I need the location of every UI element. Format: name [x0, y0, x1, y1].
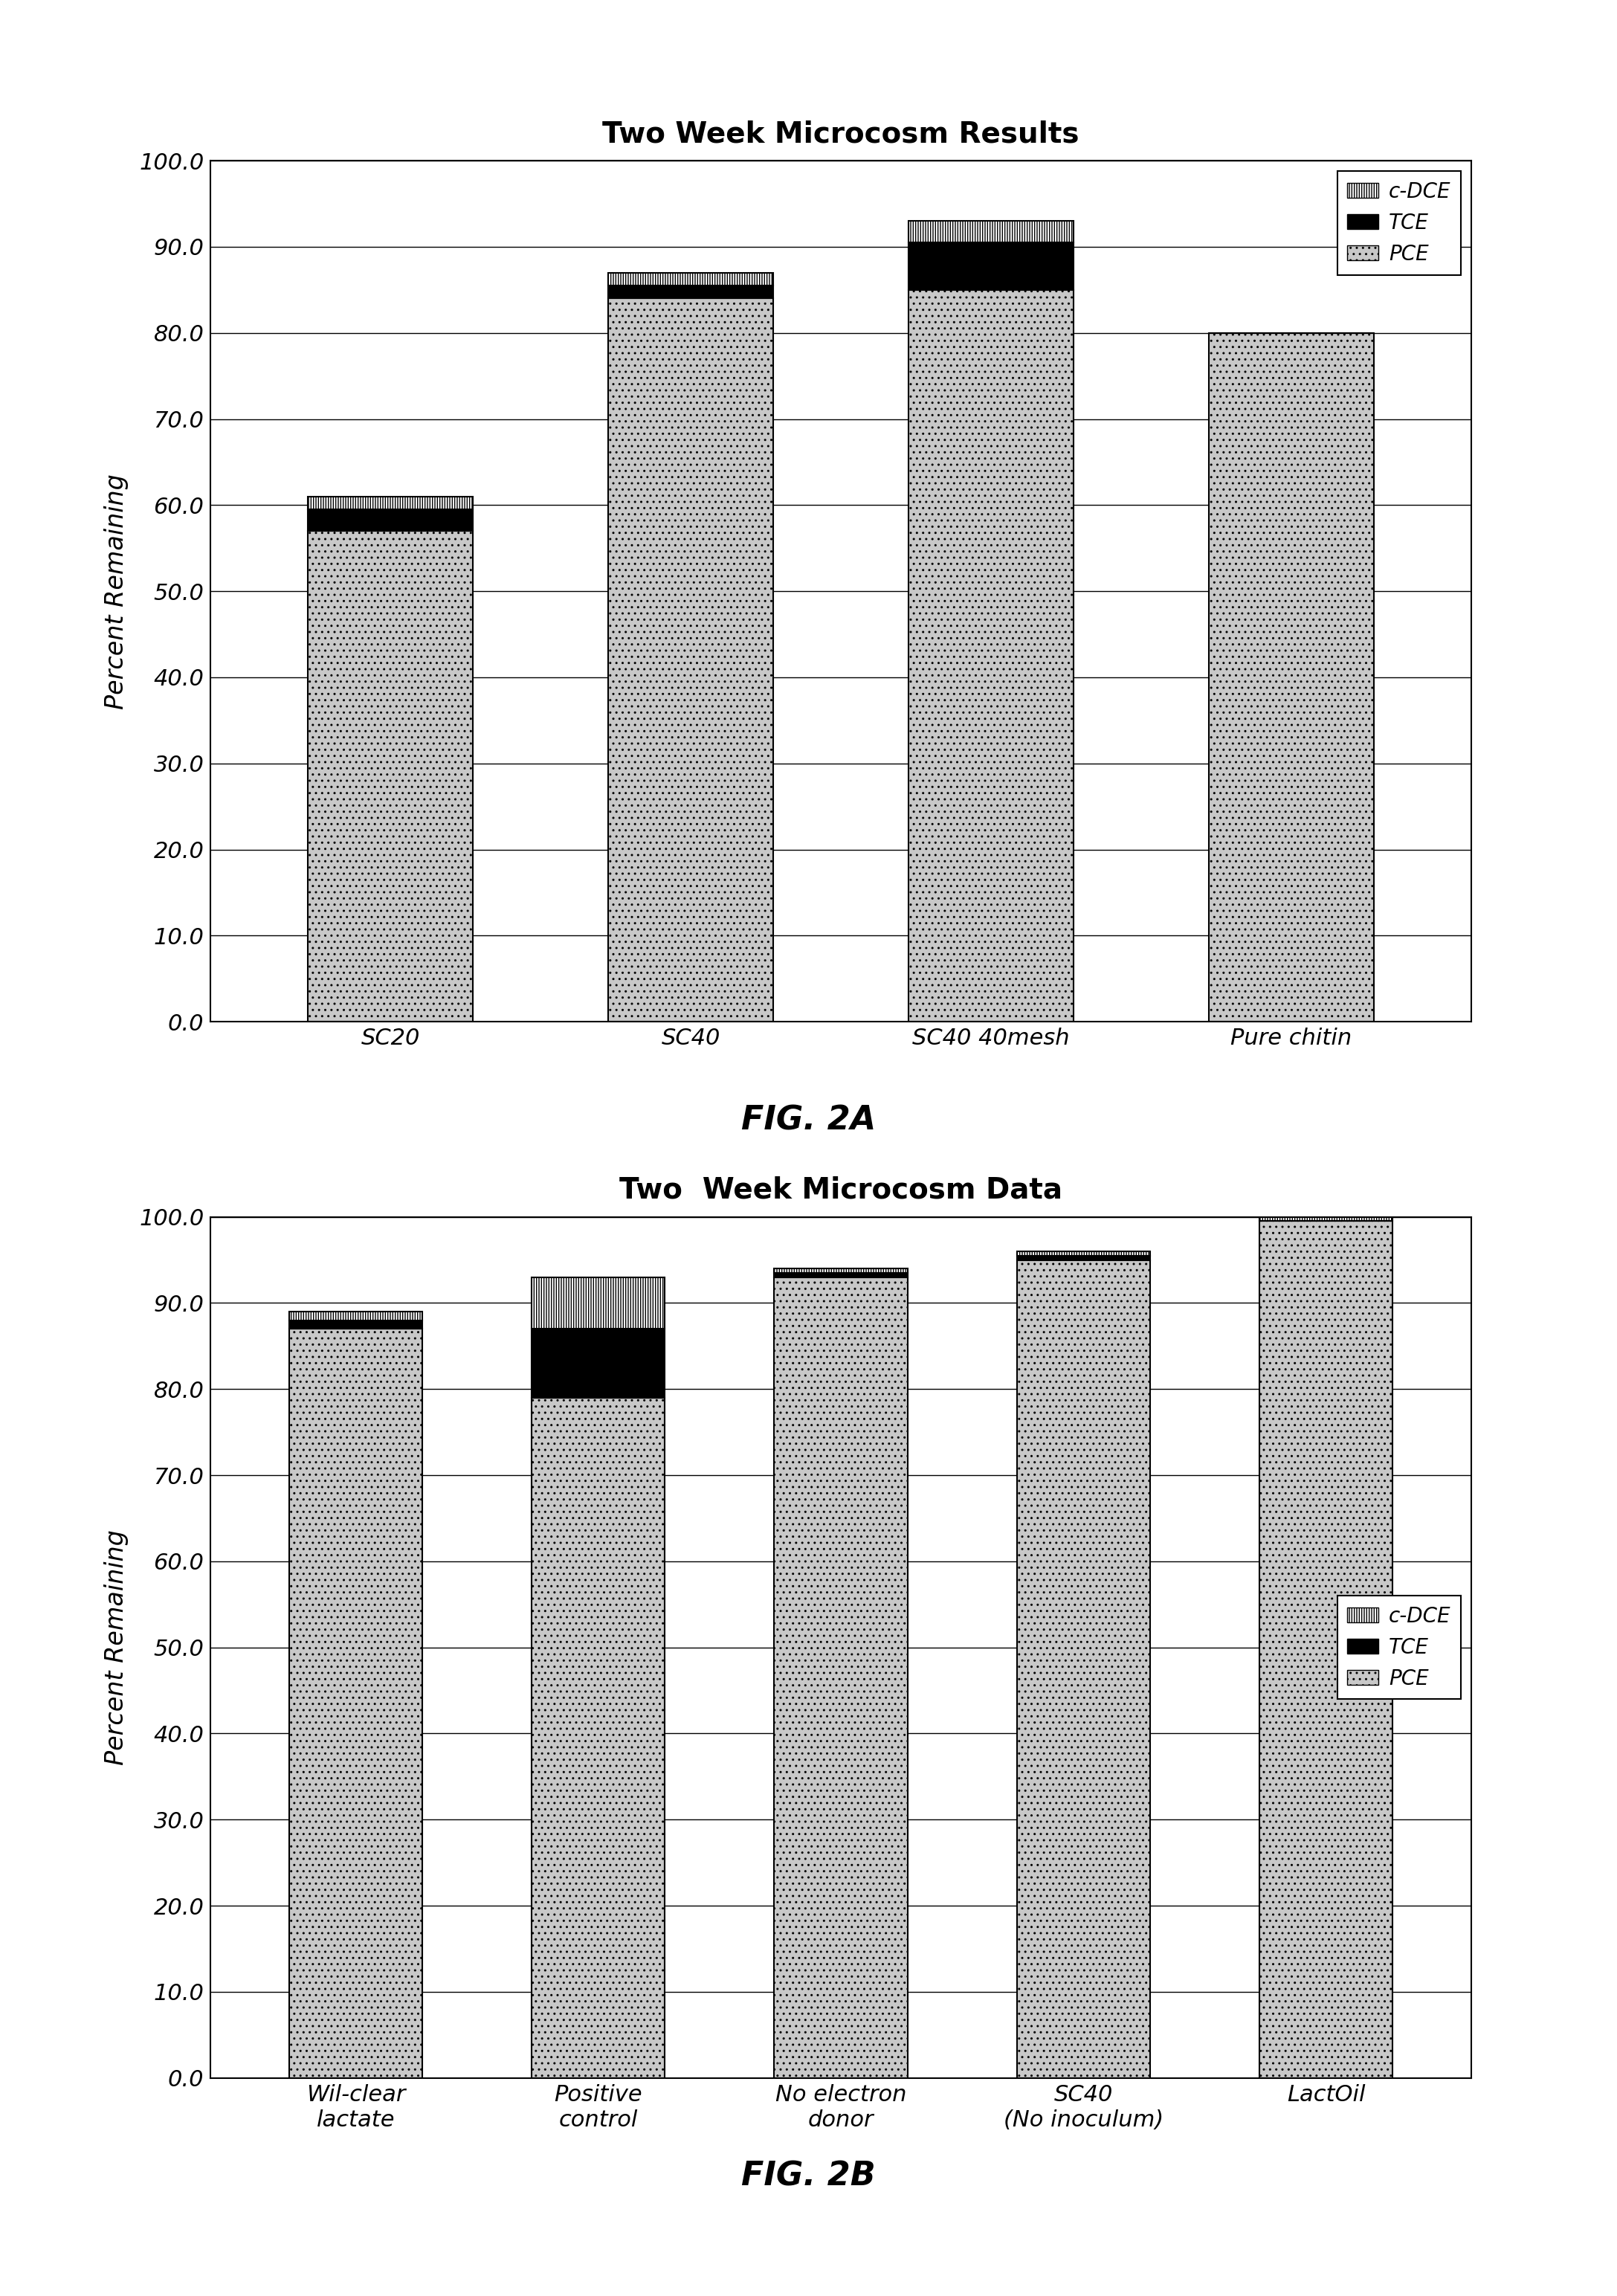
- Bar: [909, 289, 1074, 1022]
- Bar: [1260, 1221, 1392, 2078]
- Text: FIG. 2B: FIG. 2B: [741, 2161, 876, 2193]
- Title: Two Week Microcosm Results: Two Week Microcosm Results: [603, 119, 1079, 147]
- Bar: [775, 1272, 907, 1277]
- Legend: c-DCE, TCE, PCE: c-DCE, TCE, PCE: [1337, 1596, 1462, 1699]
- Bar: [1017, 1251, 1150, 1256]
- Bar: [1208, 333, 1374, 1022]
- Bar: [909, 220, 1074, 243]
- Bar: [532, 1398, 665, 2078]
- Bar: [608, 298, 773, 1022]
- Bar: [307, 510, 472, 530]
- Bar: [307, 496, 472, 510]
- Bar: [909, 243, 1074, 289]
- Text: FIG. 2A: FIG. 2A: [741, 1104, 876, 1137]
- Bar: [532, 1277, 665, 1329]
- Bar: [775, 1267, 907, 1272]
- Bar: [608, 273, 773, 285]
- Bar: [1017, 1261, 1150, 2078]
- Bar: [1260, 1217, 1392, 1221]
- Y-axis label: Percent Remaining: Percent Remaining: [103, 473, 129, 709]
- Y-axis label: Percent Remaining: Percent Remaining: [103, 1529, 129, 1766]
- Bar: [532, 1329, 665, 1398]
- Bar: [289, 1320, 422, 1329]
- Title: Two  Week Microcosm Data: Two Week Microcosm Data: [619, 1176, 1062, 1203]
- Bar: [608, 285, 773, 298]
- Bar: [775, 1277, 907, 2078]
- Bar: [307, 530, 472, 1022]
- Bar: [289, 1311, 422, 1320]
- Bar: [289, 1329, 422, 2078]
- Legend: c-DCE, TCE, PCE: c-DCE, TCE, PCE: [1337, 170, 1462, 276]
- Bar: [1017, 1256, 1150, 1261]
